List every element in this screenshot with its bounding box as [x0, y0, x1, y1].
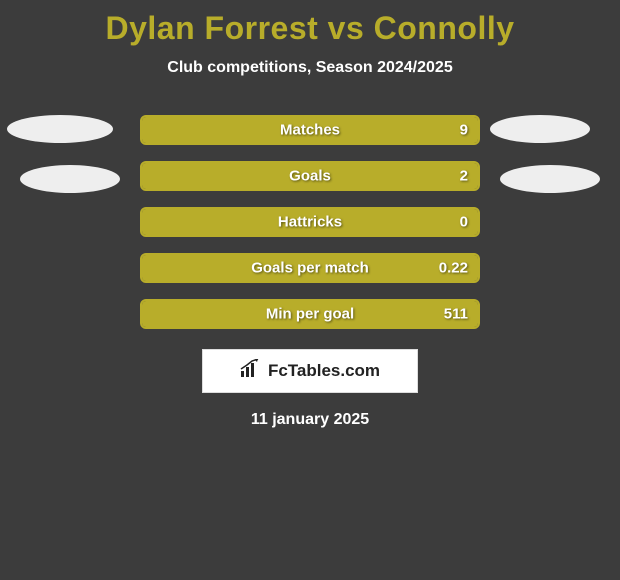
site-logo[interactable]: FcTables.com: [202, 349, 418, 393]
comparison-content: Matches 9 Goals 2 Hattricks 0 Goals per match 0…: [0, 115, 620, 429]
stat-label: Min per goal: [266, 306, 354, 323]
player-avatar-placeholder: [500, 165, 600, 193]
stat-value: 9: [460, 122, 468, 139]
stat-label: Hattricks: [278, 214, 342, 231]
stat-value: 2: [460, 168, 468, 185]
chart-icon: [240, 359, 262, 384]
stat-value: 0.22: [439, 260, 468, 277]
player-avatar-placeholder: [20, 165, 120, 193]
stat-label: Goals per match: [251, 260, 369, 277]
stat-label: Goals: [289, 168, 331, 185]
stat-row: Goals 2: [140, 161, 480, 191]
stat-value: 511: [444, 306, 468, 323]
stat-row: Matches 9: [140, 115, 480, 145]
player-avatar-placeholder: [7, 115, 113, 143]
subtitle: Club competitions, Season 2024/2025: [0, 59, 620, 77]
stat-row: Min per goal 511: [140, 299, 480, 329]
logo-text: FcTables.com: [268, 361, 380, 381]
page-title: Dylan Forrest vs Connolly: [0, 0, 620, 47]
stat-label: Matches: [280, 122, 340, 139]
stat-value: 0: [460, 214, 468, 231]
date-label: 11 january 2025: [0, 411, 620, 429]
player-avatar-placeholder: [490, 115, 590, 143]
stat-row: Goals per match 0.22: [140, 253, 480, 283]
stat-row: Hattricks 0: [140, 207, 480, 237]
